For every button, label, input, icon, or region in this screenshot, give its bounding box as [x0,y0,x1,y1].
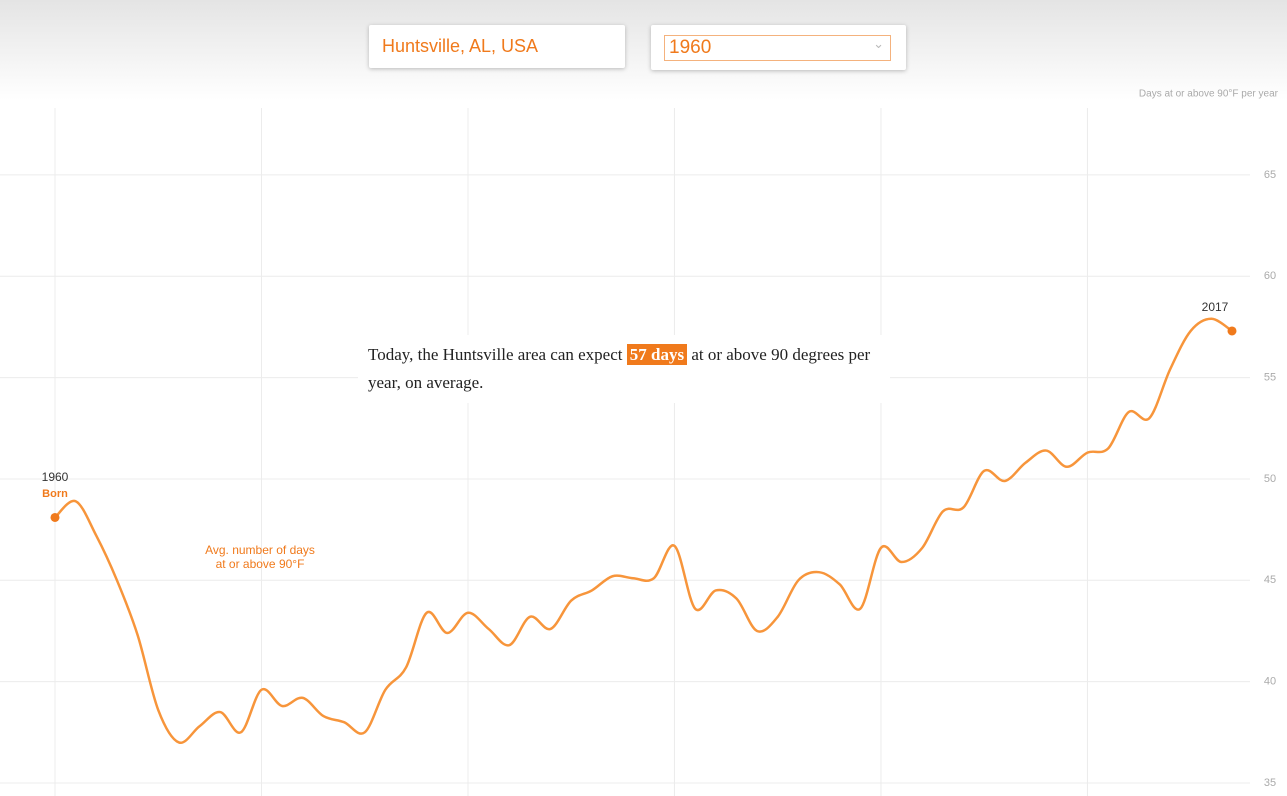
end-dot [1227,326,1237,336]
callout-highlight: 57 days [626,344,688,365]
y-tick-label: 60 [1264,270,1276,282]
start-label: 1960 [42,470,69,484]
start-note: Born [42,488,68,500]
chart-title: Days at or above 90°F per year [1139,89,1279,100]
end-label: 2017 [1202,300,1229,314]
year-select[interactable]: 1960 [664,32,891,61]
data-line [54,317,1233,744]
header-band [0,0,1287,100]
y-tick-label: 50 [1264,473,1276,485]
line-label: at or above 90°F [216,557,305,571]
location-input[interactable]: Huntsville, AL, USA [369,25,625,68]
callout: Today, the Huntsville area can expect 57… [358,335,890,403]
callout-text: at or above 90 degrees per year, on aver… [368,345,871,392]
y-tick-label: 35 [1264,777,1276,789]
y-tick-label: 40 [1264,676,1276,688]
callout-text: Today, the Huntsville area can expect [368,345,623,364]
y-tick-label: 45 [1264,574,1276,586]
start-dot [50,512,60,522]
y-tick-label: 55 [1264,372,1276,384]
year-select-box: 1960 [651,25,906,70]
y-tick-label: 65 [1264,169,1276,181]
line-label: Avg. number of days [205,543,315,557]
